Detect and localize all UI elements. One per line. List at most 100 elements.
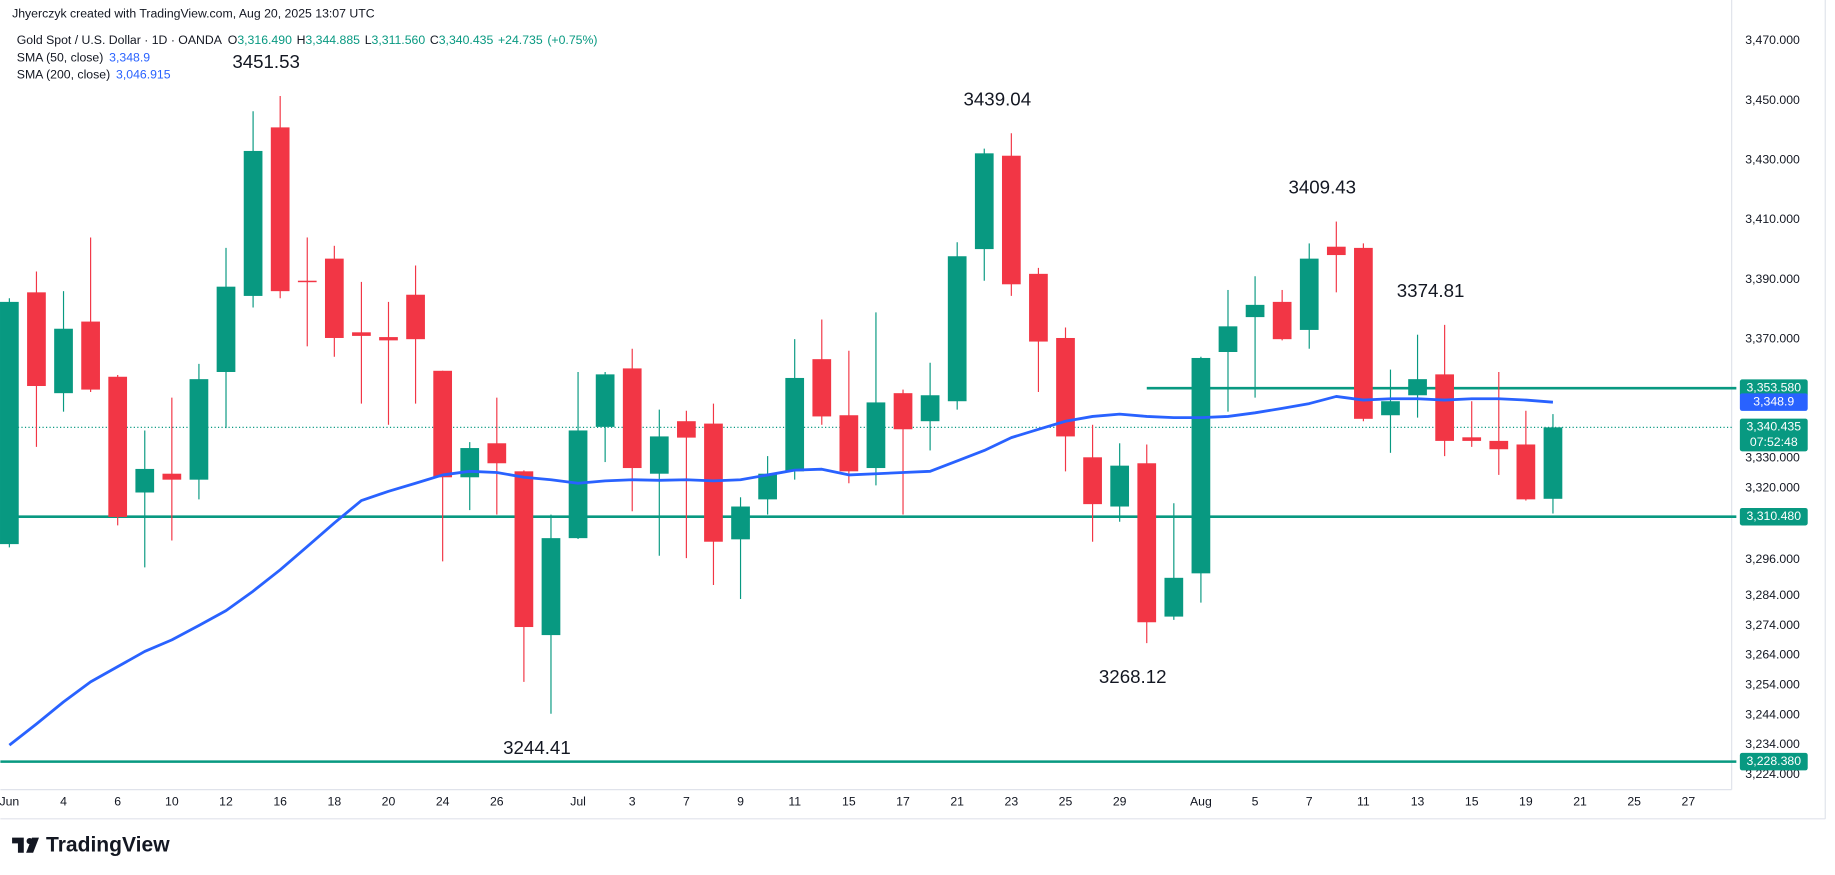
x-tick-label: 12 <box>219 795 233 809</box>
legend-change: +24.735 <box>498 33 543 47</box>
candle-body <box>1137 463 1157 623</box>
price-annotation: 3244.41 <box>503 737 571 758</box>
x-tick-label: 4 <box>60 795 67 809</box>
x-tick-label: Aug <box>1190 795 1212 809</box>
y-tick-label: 3,234.000 <box>1745 737 1800 751</box>
x-tick-label: 7 <box>1306 795 1313 809</box>
candle-body <box>379 337 398 341</box>
x-tick-label: 10 <box>165 795 179 809</box>
price-annotation: 3374.81 <box>1397 280 1465 301</box>
legend-ohlc: Gold Spot / U.S. Dollar · 1D · OANDA O3,3… <box>17 33 598 47</box>
candle-body <box>1110 465 1130 507</box>
candle-body <box>406 294 425 340</box>
sma-tag-bg <box>1739 393 1808 411</box>
x-tick-label: 19 <box>1519 795 1533 809</box>
candle-body <box>1029 273 1048 342</box>
x-tick-label: 23 <box>1005 795 1019 809</box>
candle-body <box>27 292 46 387</box>
candle-body <box>541 538 561 636</box>
candle-body <box>1408 379 1427 396</box>
x-tick-label: 21 <box>950 795 964 809</box>
candle-body <box>1001 155 1021 285</box>
author-line: Jhyerczyk created with TradingView.com, … <box>12 6 375 20</box>
legend-value: 3,340.435 <box>439 33 494 47</box>
legend-key: C <box>430 33 439 47</box>
last-price-tag-countdown: 07:52:48 <box>1750 435 1798 449</box>
x-tick-label: 6 <box>114 795 121 809</box>
x-tick-label: 25 <box>1627 795 1641 809</box>
x-tick-label: 11 <box>788 795 801 809</box>
candle-body <box>1381 401 1400 416</box>
x-tick-label: 21 <box>1573 795 1587 809</box>
sma-line <box>8 395 1554 747</box>
price-annotation: 3268.12 <box>1099 666 1167 687</box>
price-annotation: 3409.43 <box>1288 177 1356 198</box>
x-tick-label: Jul <box>570 795 586 809</box>
candle-body <box>758 473 777 500</box>
price-annotation: 3451.53 <box>232 51 300 72</box>
legend-value: 3,344.885 <box>305 33 360 47</box>
x-tick-label: 15 <box>842 795 856 809</box>
candle-body <box>1326 246 1346 256</box>
level-tag-bg <box>1739 752 1808 771</box>
candle-body <box>1435 374 1454 441</box>
plot-area <box>0 95 1737 763</box>
candle-body <box>785 377 805 472</box>
candle-body <box>812 359 832 417</box>
y-tick-label: 3,264.000 <box>1745 648 1800 662</box>
price-annotation: 3439.04 <box>964 88 1032 109</box>
candle-body <box>1462 437 1482 441</box>
last-price-tag: 3,340.435 <box>1746 420 1801 434</box>
candle-body <box>1083 457 1102 505</box>
legend-key: L <box>365 33 372 47</box>
last-price-tag-bg <box>1739 418 1808 452</box>
candle-body <box>243 150 263 296</box>
y-tick-label: 3,430.000 <box>1745 152 1800 166</box>
candle-body <box>1245 304 1265 318</box>
candle-body <box>1299 258 1319 330</box>
candle-body <box>1164 577 1184 617</box>
y-tick-label: 3,224.000 <box>1745 767 1800 781</box>
y-tick-label: 3,390.000 <box>1745 272 1800 286</box>
candle-body <box>731 506 750 540</box>
candle-body <box>135 468 155 493</box>
brand-logo: TradingView <box>12 833 170 856</box>
brand: TradingView <box>46 833 170 856</box>
candle-body <box>162 473 182 480</box>
x-tick-label: 25 <box>1059 795 1073 809</box>
candle-body <box>947 256 967 402</box>
candle-body <box>487 443 507 464</box>
level-tag-bg <box>1739 379 1808 397</box>
legend-value: 3,311.560 <box>372 33 426 47</box>
candle-body <box>974 153 994 250</box>
y-tick-label: 3,450.000 <box>1745 93 1800 107</box>
level-tag: 3,228.380 <box>1746 754 1801 768</box>
legend-change-pct: (+0.75%) <box>547 33 597 47</box>
candle-body <box>297 280 317 283</box>
x-tick-label: 7 <box>683 795 690 809</box>
y-tick-label: 3,254.000 <box>1745 677 1800 691</box>
candle-body <box>1516 444 1536 500</box>
candle-body <box>433 370 453 478</box>
x-tick-label: 20 <box>382 795 396 809</box>
sma-tag: 3,348.9 <box>1753 394 1794 408</box>
y-tick-label: 3,330.000 <box>1745 451 1800 465</box>
candle-body <box>324 258 344 338</box>
candle-body <box>1272 301 1292 340</box>
candle-body <box>595 374 615 427</box>
legend-title: Gold Spot / U.S. Dollar · 1D · OANDA <box>17 33 223 47</box>
y-tick-label: 3,410.000 <box>1745 212 1800 226</box>
legend-indicator: SMA (200, close) 3,046.915 <box>17 68 171 82</box>
legend-value: 3,316.490 <box>237 33 292 47</box>
candle-body <box>460 448 480 478</box>
y-tick-label: 3,284.000 <box>1745 588 1800 602</box>
candle-body <box>649 436 669 474</box>
candle-body <box>54 328 73 394</box>
x-tick-label: 27 <box>1682 795 1696 809</box>
candle-body <box>1354 247 1373 419</box>
x-tick-label: 5 <box>1252 795 1259 809</box>
x-tick-label: 29 <box>1113 795 1127 809</box>
